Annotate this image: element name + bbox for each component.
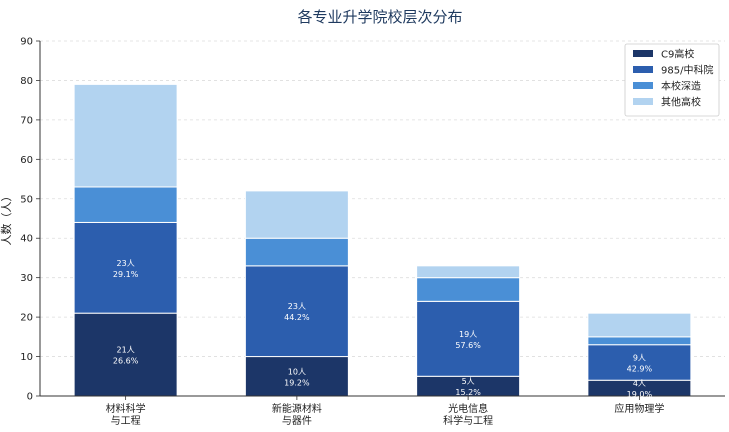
legend-swatch (633, 82, 653, 89)
data-label-percent: 26.6% (113, 357, 139, 366)
legend-label: 其他高校 (661, 96, 701, 109)
bar-segment (587, 312, 692, 338)
y-tick-label: 60 (20, 155, 33, 166)
data-label-count: 9人 (633, 353, 646, 362)
y-tick-label: 40 (20, 234, 33, 245)
y-axis-label: 人数（人） (0, 191, 13, 246)
y-tick-label: 80 (20, 76, 33, 87)
legend-swatch (633, 50, 653, 57)
data-label-percent: 19.2% (284, 378, 310, 387)
legend-swatch (633, 66, 653, 73)
bar-segment (416, 265, 521, 279)
bar-segment (587, 336, 692, 346)
bar-segment (73, 312, 178, 397)
x-tick-label: 与器件 (282, 415, 312, 427)
y-tick-label: 50 (20, 194, 33, 205)
legend-label: 985/中科院 (661, 64, 713, 77)
data-label-count: 5人 (462, 377, 475, 386)
bar-segment (73, 221, 178, 314)
data-label-percent: 57.6% (455, 341, 481, 350)
y-tick-label: 20 (20, 313, 33, 324)
bar-segment (587, 344, 692, 381)
data-label-percent: 29.1% (113, 270, 139, 279)
y-tick-label: 70 (20, 115, 33, 126)
x-tick-label: 应用物理学 (614, 402, 664, 415)
y-tick-label: 90 (20, 37, 33, 48)
data-label-percent: 44.2% (284, 313, 310, 322)
legend-label: C9高校 (661, 48, 694, 61)
y-tick-label: 0 (27, 392, 33, 403)
x-tick-label: 新能源材料 (272, 402, 322, 415)
bar-segment (416, 277, 521, 302)
legend-swatch (633, 98, 653, 105)
data-label-count: 21人 (117, 346, 135, 355)
data-labels: 21人 26.6% 23人 29.1% 10人 19.2% 23人 44.2% 5人 15.2% 1… (113, 259, 653, 399)
bar-segment (73, 83, 178, 188)
x-tick-label: 光电信息 (448, 402, 488, 415)
chart-title: 各专业升学院校层次分布 (297, 8, 462, 26)
y-tick-label: 30 (20, 273, 33, 284)
data-label-percent: 15.2% (455, 388, 481, 397)
data-label-percent: 42.9% (627, 364, 653, 373)
bar-segment (244, 190, 349, 239)
data-label-count: 10人 (288, 367, 306, 376)
x-tick-label: 科学与工程 (443, 414, 493, 427)
bar-segment (416, 300, 521, 377)
y-tick-label: 10 (20, 352, 33, 363)
data-label-count: 19人 (459, 330, 477, 339)
bar-segment (244, 237, 349, 267)
data-label-percent: 19.0% (627, 390, 653, 399)
x-tick-label: 与工程 (111, 415, 141, 427)
x-tick-label: 材料科学 (106, 402, 146, 415)
bar-segment (244, 265, 349, 358)
bars (73, 83, 692, 397)
legend-label: 本校深造 (661, 80, 701, 93)
data-label-count: 23人 (288, 302, 306, 311)
data-label-count: 4人 (633, 379, 646, 388)
bar-segment (73, 186, 178, 223)
data-label-count: 23人 (117, 259, 135, 268)
